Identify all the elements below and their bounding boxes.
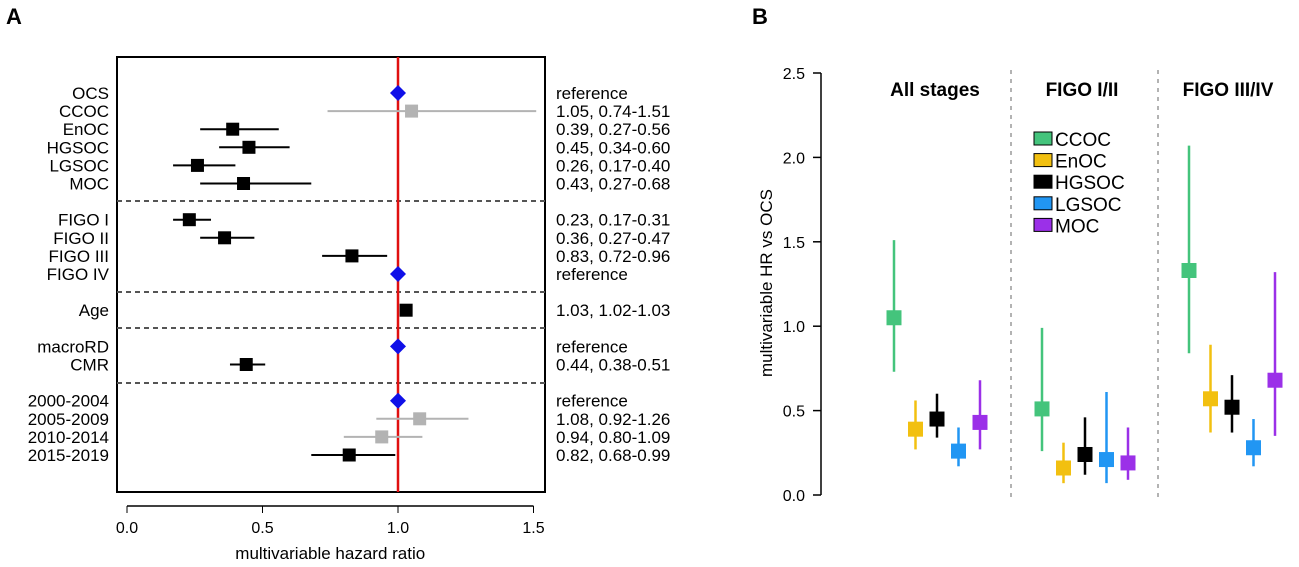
group-title-figo-iii-iv: FIGO III/IV bbox=[1183, 80, 1274, 101]
hr-text-2000-2004: reference bbox=[556, 392, 628, 411]
hr-text-figo-ii: 0.36, 0.27-0.47 bbox=[556, 229, 670, 248]
legend-label-ccoc: CCOC bbox=[1055, 130, 1111, 151]
hr-point-moc bbox=[237, 177, 251, 190]
legend-swatch-enoc bbox=[1033, 153, 1053, 168]
hr-point-cmr bbox=[239, 358, 253, 371]
hr-text-figo-i: 0.23, 0.17-0.31 bbox=[556, 211, 670, 230]
group-title-all-stages: All stages bbox=[890, 80, 980, 101]
y-tick-label: 2.5 bbox=[783, 66, 805, 83]
x-tick-label: 0.5 bbox=[251, 520, 273, 537]
hr-point-figo-i bbox=[182, 213, 196, 227]
y-tick-label: 1.0 bbox=[783, 319, 805, 336]
hr-text-moc: 0.43, 0.27-0.68 bbox=[556, 175, 670, 194]
hr-point-lgsoc bbox=[190, 158, 204, 172]
panel-b-label: B bbox=[752, 4, 768, 29]
hr-text-hgsoc: 0.45, 0.34-0.60 bbox=[556, 138, 670, 157]
hr-text-2015-2019: 0.82, 0.68-0.99 bbox=[556, 446, 670, 465]
legend-label-enoc: EnOC bbox=[1055, 152, 1107, 173]
hr-text-ocs: reference bbox=[556, 84, 628, 103]
hr-text-2005-2009: 1.08, 0.92-1.26 bbox=[556, 410, 670, 429]
y-tick-label: 2.0 bbox=[783, 150, 805, 167]
row-label-2000-2004: 2000-2004 bbox=[28, 392, 109, 411]
legend-label-moc: MOC bbox=[1055, 216, 1099, 237]
hr-text-ccoc: 1.05, 0.74-1.51 bbox=[556, 102, 670, 121]
hr-point-age bbox=[399, 303, 413, 317]
row-label-hgsoc: HGSOC bbox=[47, 138, 109, 157]
hr-point-figo-i-ii-hgsoc bbox=[1077, 446, 1093, 462]
row-label-lgsoc: LGSOC bbox=[49, 156, 109, 175]
hr-point-figo-i-ii-ccoc bbox=[1034, 401, 1050, 417]
x-tick-label: 0.0 bbox=[116, 520, 138, 537]
panel-a-label: A bbox=[6, 4, 22, 29]
hr-point-2005-2009 bbox=[413, 412, 427, 426]
legend-swatch-lgsoc bbox=[1033, 196, 1053, 211]
hr-by-stage-panel: 0.0 0.5 1.0 1.5 2.0 2.5 multivariable HR vs OC… bbox=[757, 66, 1283, 505]
hr-text-macrord: reference bbox=[556, 337, 628, 356]
hr-point-figo-i-ii-moc bbox=[1120, 455, 1136, 471]
row-label-figo-ii: FIGO II bbox=[53, 229, 109, 248]
reference-marker-macrord bbox=[390, 338, 406, 355]
legend-swatch-hgsoc bbox=[1033, 174, 1053, 189]
row-label-enoc: EnOC bbox=[63, 120, 109, 139]
hr-point-all-stages-lgsoc bbox=[951, 443, 966, 459]
group-title-figo-i-ii: FIGO I/II bbox=[1046, 80, 1119, 101]
hr-point-figo-ii bbox=[218, 231, 232, 245]
x-tick-label: 1.5 bbox=[522, 520, 544, 537]
hr-text-age: 1.03, 1.02-1.03 bbox=[556, 301, 670, 320]
hr-point-figo-i-ii-lgsoc bbox=[1099, 452, 1114, 468]
hr-point-figo-iii-iv-ccoc bbox=[1181, 262, 1197, 278]
x-axis-title: multivariable hazard ratio bbox=[235, 544, 425, 563]
row-label-figo-iii: FIGO III bbox=[49, 247, 109, 266]
hr-text-cmr: 0.44, 0.38-0.51 bbox=[556, 356, 670, 375]
forest-plot-panel: 0.0 0.5 1.0 1.5 multivariable hazard ratio OC… bbox=[28, 56, 670, 563]
reference-marker-ocs bbox=[390, 85, 406, 101]
hr-point-figo-iii-iv-hgsoc bbox=[1224, 399, 1240, 415]
hr-text-figo-iv: reference bbox=[556, 265, 628, 284]
reference-marker-2000-2004 bbox=[390, 392, 406, 409]
row-label-age: Age bbox=[79, 301, 109, 320]
x-tick-label: 1.0 bbox=[387, 520, 409, 537]
hr-point-figo-i-ii-enoc bbox=[1056, 460, 1071, 476]
reference-marker-figo-iv bbox=[390, 266, 406, 282]
y-tick-label: 0.0 bbox=[783, 488, 805, 505]
row-label-moc: MOC bbox=[69, 175, 109, 194]
hr-point-all-stages-enoc bbox=[908, 421, 923, 437]
hr-point-enoc bbox=[226, 122, 240, 136]
hr-point-ccoc bbox=[405, 104, 419, 118]
hr-point-all-stages-hgsoc bbox=[929, 411, 945, 427]
legend-label-lgsoc: LGSOC bbox=[1055, 195, 1122, 216]
legend-swatch-moc bbox=[1033, 217, 1053, 232]
row-label-macrord: macroRD bbox=[37, 337, 109, 356]
hr-point-figo-iii bbox=[345, 249, 359, 263]
hr-point-all-stages-ccoc bbox=[886, 310, 902, 326]
hr-point-figo-iii-iv-moc bbox=[1267, 372, 1283, 388]
y-axis-title: multivariable HR vs OCS bbox=[757, 189, 776, 377]
row-label-figo-i: FIGO I bbox=[58, 211, 109, 230]
hr-text-2010-2014: 0.94, 0.80-1.09 bbox=[556, 428, 670, 447]
row-label-cmr: CMR bbox=[70, 356, 109, 375]
row-label-ocs: OCS bbox=[72, 84, 109, 103]
y-tick-label: 0.5 bbox=[783, 404, 805, 421]
legend-swatch-ccoc bbox=[1033, 131, 1053, 146]
hr-text-figo-iii: 0.83, 0.72-0.96 bbox=[556, 247, 670, 266]
hr-point-hgsoc bbox=[242, 140, 256, 154]
hr-point-2015-2019 bbox=[342, 448, 356, 462]
hr-point-figo-iii-iv-lgsoc bbox=[1246, 440, 1261, 456]
y-tick-label: 1.5 bbox=[783, 235, 805, 252]
hr-point-2010-2014 bbox=[375, 430, 389, 444]
row-label-2010-2014: 2010-2014 bbox=[28, 428, 109, 447]
hr-text-enoc: 0.39, 0.27-0.56 bbox=[556, 120, 670, 139]
hr-point-all-stages-moc bbox=[972, 414, 988, 430]
legend-label-hgsoc: HGSOC bbox=[1055, 173, 1125, 194]
plot-frame bbox=[116, 56, 546, 493]
row-label-2005-2009: 2005-2009 bbox=[28, 410, 109, 429]
row-label-figo-iv: FIGO IV bbox=[47, 265, 110, 284]
hr-text-lgsoc: 0.26, 0.17-0.40 bbox=[556, 156, 670, 175]
row-label-2015-2019: 2015-2019 bbox=[28, 446, 109, 465]
row-label-ccoc: CCOC bbox=[59, 102, 109, 121]
hr-point-figo-iii-iv-enoc bbox=[1203, 391, 1218, 407]
